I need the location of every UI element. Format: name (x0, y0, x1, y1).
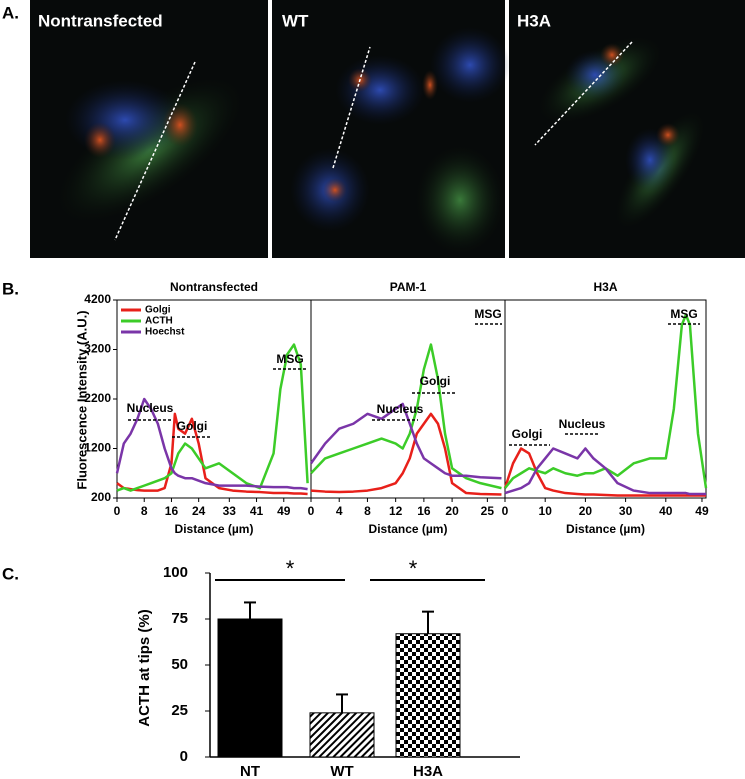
chart-title: Nontransfected (170, 280, 258, 294)
plot-frame (504, 299, 707, 499)
micrograph (509, 0, 745, 258)
y-tick-label: 200 (91, 490, 111, 504)
image-label: H3A (517, 11, 551, 30)
data-line (503, 447, 706, 497)
x-tick-label: 8 (141, 504, 148, 518)
x-tick-label: 12 (389, 504, 403, 518)
x-tick-label: 16 (165, 504, 179, 518)
annotation: Nucleus (377, 402, 424, 416)
x-tick-label: 49 (277, 504, 291, 518)
annotation: Golgi (512, 427, 543, 441)
annotation: Golgi (420, 374, 451, 388)
y-tick-label: 75 (171, 610, 188, 627)
significance-mark: * (409, 556, 418, 581)
image-label: WT (282, 11, 309, 30)
x-tick-label: 16 (417, 504, 431, 518)
x-tick-label: 20 (445, 504, 459, 518)
panel-label: A. (2, 3, 19, 22)
chart-title: H3A (593, 280, 617, 294)
bar (395, 633, 461, 758)
annotation: Golgi (177, 419, 208, 433)
micrograph (272, 0, 510, 258)
y-tick-label: 4200 (84, 292, 111, 306)
y-tick-label: 50 (171, 656, 188, 673)
y-tick-label: 100 (163, 564, 188, 581)
x-axis-label: Distance (µm) (175, 522, 254, 536)
data-line (116, 412, 308, 496)
x-tick-label: 10 (539, 504, 553, 518)
x-tick-label: 33 (223, 504, 237, 518)
x-tick-label: 0 (502, 504, 509, 518)
data-line (116, 343, 309, 492)
data-line (504, 447, 706, 496)
data-line (310, 343, 502, 490)
x-tick-label: NT (240, 763, 260, 779)
micrograph (30, 0, 268, 258)
x-tick-label: 0 (308, 504, 315, 518)
data-line (310, 412, 502, 496)
annotation: Nucleus (127, 401, 174, 415)
y-tick-label: 1200 (84, 441, 111, 455)
x-tick-label: WT (330, 763, 353, 779)
annotation: MSG (276, 352, 303, 366)
x-tick-label: 40 (659, 504, 673, 518)
data-line (309, 402, 502, 480)
y-tick-label: 2200 (84, 391, 111, 405)
x-axis-label: Distance (µm) (566, 522, 645, 536)
x-tick-label: H3A (413, 763, 443, 779)
y-axis-label: ACTH at tips (%) (136, 609, 153, 727)
data-line (115, 397, 308, 491)
x-axis-label: Distance (µm) (369, 522, 448, 536)
y-axis-label: Fluorescence Intensity (A.U.) (74, 310, 89, 489)
x-tick-label: 41 (250, 504, 264, 518)
panel-label: C. (2, 564, 19, 583)
bar (309, 712, 375, 758)
x-tick-label: 24 (192, 504, 206, 518)
y-tick-label: 0 (180, 748, 188, 765)
x-tick-label: 49 (695, 504, 709, 518)
legend-label: Hoechst (145, 327, 185, 338)
x-tick-label: 8 (364, 504, 371, 518)
x-tick-label: 30 (619, 504, 633, 518)
x-tick-label: 0 (114, 504, 121, 518)
legend-label: Golgi (145, 305, 171, 316)
significance-mark: * (286, 556, 295, 581)
annotation: Nucleus (559, 417, 606, 431)
annotation: MSG (474, 307, 501, 321)
x-tick-label: 4 (336, 504, 343, 518)
panel-label: B. (2, 279, 19, 298)
x-tick-label: 25 (481, 504, 495, 518)
legend-label: ACTH (145, 316, 173, 327)
data-line (504, 313, 708, 489)
bar (217, 618, 283, 758)
y-tick-label: 25 (171, 702, 188, 719)
y-tick-label: 3200 (84, 342, 111, 356)
image-label: Nontransfected (38, 11, 163, 30)
plot-frame (310, 299, 506, 499)
annotation: MSG (670, 307, 697, 321)
chart-title: PAM-1 (390, 280, 427, 294)
x-tick-label: 20 (579, 504, 593, 518)
